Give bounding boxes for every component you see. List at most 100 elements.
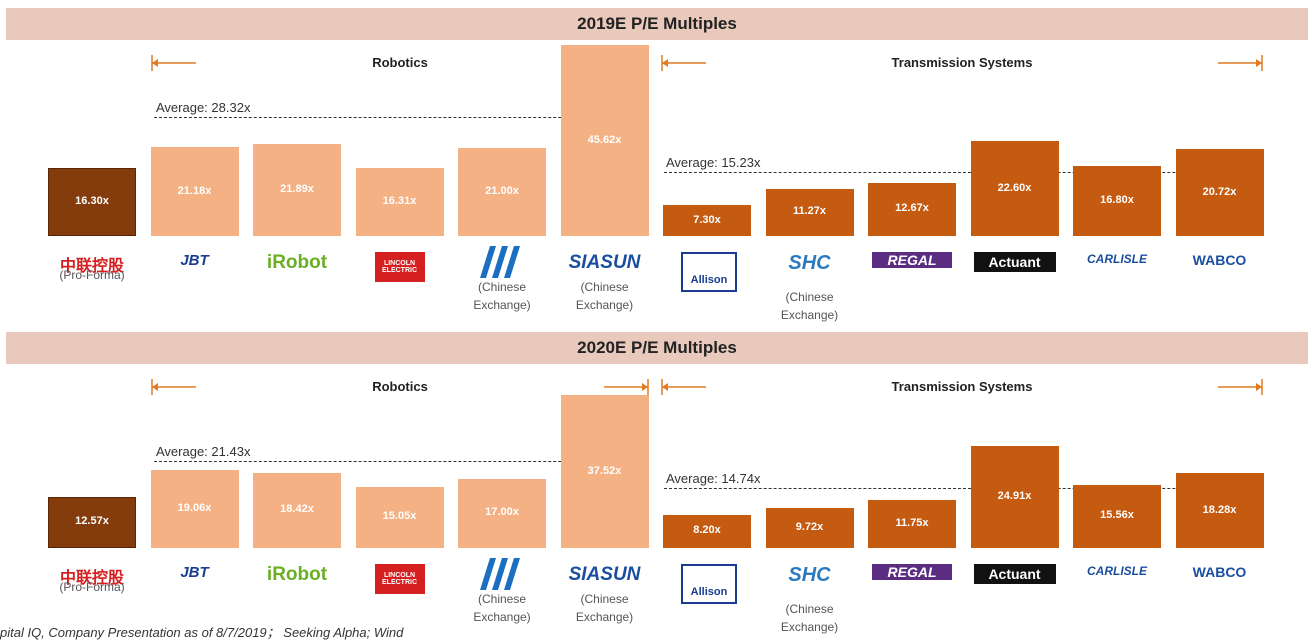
bar xyxy=(765,188,854,236)
bar xyxy=(48,496,136,548)
value-label: 16.31x xyxy=(382,194,417,207)
bar xyxy=(663,205,751,236)
company-logo: SIASUN xyxy=(568,252,641,273)
value-label: 11.27x xyxy=(792,205,827,218)
company-logo: LINCOLN ELECTRIC xyxy=(374,564,425,594)
group-label: Transmission Systems xyxy=(891,55,1033,70)
company-logo: SIASUN xyxy=(568,564,641,585)
average-line xyxy=(664,487,1260,489)
company-logo: iRobot xyxy=(266,252,328,273)
bar xyxy=(970,446,1059,548)
company-logo: JBT xyxy=(180,252,209,269)
arrowhead xyxy=(662,59,668,67)
company-logo: JBT xyxy=(180,564,209,581)
company-note: (Chinese Exchange) xyxy=(575,280,634,312)
bar xyxy=(1073,165,1161,236)
bar xyxy=(1175,149,1264,236)
value-label: 12.57x xyxy=(75,515,109,528)
company-logo: iRobot xyxy=(266,564,328,585)
company-logo: WABCO xyxy=(1192,564,1247,580)
value-label: 17.00x xyxy=(485,506,519,519)
logo-stripe xyxy=(480,246,496,278)
company-note: (Pro-Forma) xyxy=(59,268,125,282)
value-label: 16.80x xyxy=(1100,193,1134,206)
company-logo: REGAL xyxy=(872,564,952,580)
company-logo: WABCO xyxy=(1192,252,1247,268)
company-logo: 中联控股 xyxy=(59,258,124,275)
bar xyxy=(765,508,854,548)
company-logo: REGAL xyxy=(872,252,952,268)
value-label: 21.89x xyxy=(280,183,314,196)
chart-title: 2020E P/E Multiples xyxy=(6,332,1308,364)
logo-stripe xyxy=(480,558,496,590)
group-label: Robotics xyxy=(372,379,428,394)
company-note: (Chinese Exchange) xyxy=(473,592,531,624)
company-logo: Allison xyxy=(681,564,737,604)
value-label: 37.52x xyxy=(587,464,622,477)
average-line xyxy=(154,460,646,462)
source-note: pital IQ, Company Presentation as of 8/7… xyxy=(0,625,404,640)
bar xyxy=(150,470,239,548)
bar xyxy=(560,45,649,236)
company-logo: LINCOLN ELECTRIC xyxy=(374,252,425,282)
arrowhead xyxy=(152,59,158,67)
logo-stripe xyxy=(504,246,520,278)
value-label: 20.72x xyxy=(1202,185,1237,198)
value-label: 11.75x xyxy=(895,517,929,530)
average-label: Average: 21.43x xyxy=(156,443,251,459)
value-label: 18.28x xyxy=(1202,503,1237,516)
company-note: (Chinese Exchange) xyxy=(473,280,531,312)
bar xyxy=(868,182,956,236)
bar xyxy=(560,395,649,548)
bar xyxy=(150,147,239,236)
logo-stripe xyxy=(492,558,508,590)
value-label: 24.91x xyxy=(997,490,1032,503)
company-logo: Actuant xyxy=(973,252,1056,272)
company-logo: CARLISLE xyxy=(1087,252,1147,266)
group-label: Transmission Systems xyxy=(891,379,1033,394)
arrowhead xyxy=(1256,383,1262,391)
average-line xyxy=(154,117,646,119)
company-logo: CARLISLE xyxy=(1087,564,1147,578)
arrowhead xyxy=(642,383,648,391)
company-logo: SHC xyxy=(788,564,831,586)
value-label: 21.00x xyxy=(485,185,519,198)
arrowhead xyxy=(662,383,668,391)
bar xyxy=(663,514,751,548)
bar xyxy=(355,167,444,236)
bar xyxy=(868,500,956,548)
bar xyxy=(970,141,1059,236)
value-label: 15.05x xyxy=(382,510,417,523)
bar xyxy=(48,167,136,236)
value-label: 8.20x xyxy=(693,524,721,537)
company-logo: 中联控股 xyxy=(59,570,124,587)
value-label: 16.30x xyxy=(75,194,109,207)
group-label: Robotics xyxy=(372,55,428,70)
bar xyxy=(253,472,341,548)
average-label: Average: 14.74x xyxy=(666,470,761,486)
arrowhead xyxy=(152,383,158,391)
company-logo: Allison xyxy=(681,252,737,292)
value-label: 22.60x xyxy=(997,181,1032,194)
average-line xyxy=(664,172,1260,174)
value-label: 9.72x xyxy=(795,521,824,534)
value-label: 18.42x xyxy=(280,503,314,516)
value-label: 15.56x xyxy=(1100,509,1134,522)
logo-stripe xyxy=(504,558,520,590)
bar xyxy=(458,478,546,548)
company-note: (Chinese Exchange) xyxy=(575,592,634,624)
chart-title: 2019E P/E Multiples xyxy=(6,8,1308,40)
company-note: (Pro-Forma) xyxy=(59,580,125,594)
value-label: 19.06x xyxy=(177,502,212,515)
bar xyxy=(253,144,341,236)
bar xyxy=(458,148,546,236)
average-label: Average: 15.23x xyxy=(666,155,761,171)
logo-stripe xyxy=(492,246,508,278)
value-label: 21.18x xyxy=(177,184,212,197)
value-label: 45.62x xyxy=(587,133,622,146)
company-note: (Chinese Exchange) xyxy=(780,290,839,322)
average-label: Average: 28.32x xyxy=(156,100,251,116)
company-logo: Actuant xyxy=(973,564,1056,584)
